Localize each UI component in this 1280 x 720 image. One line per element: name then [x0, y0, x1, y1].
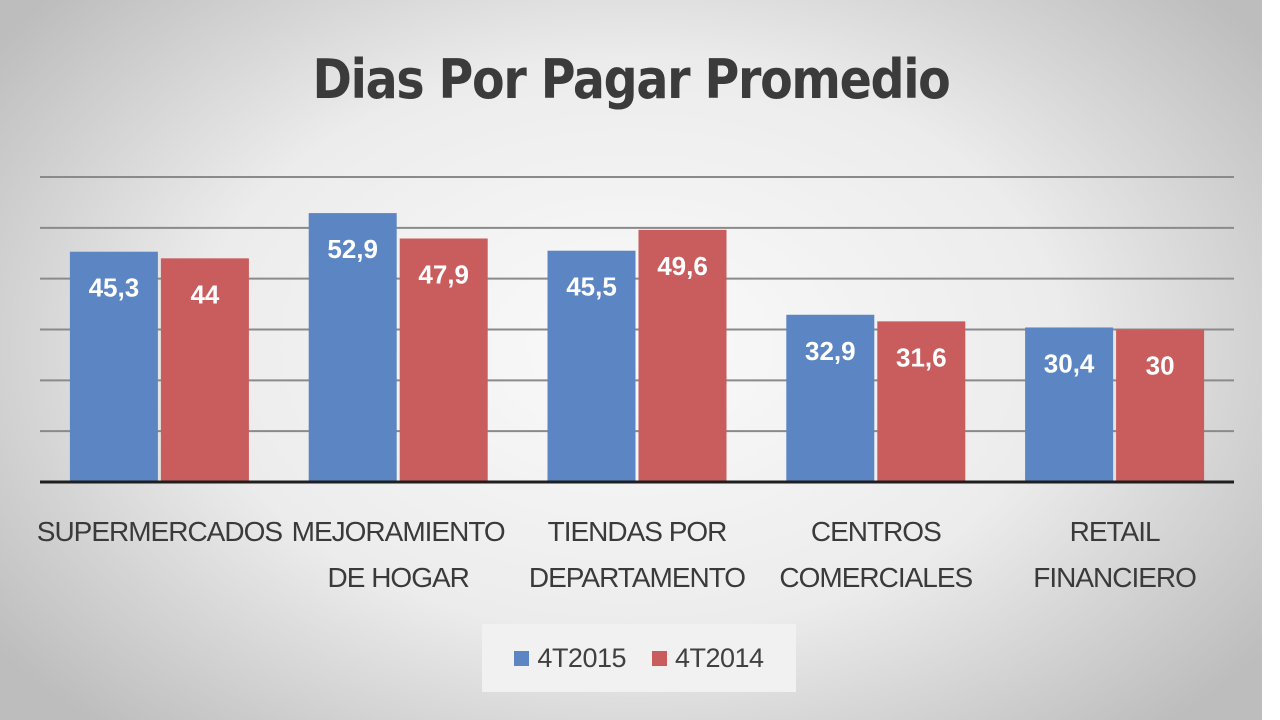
data-label: 45,3 — [89, 273, 140, 303]
data-label: 30,4 — [1044, 348, 1095, 378]
data-label: 30 — [1146, 351, 1175, 381]
bar-4T2014 — [160, 258, 249, 482]
category-label: RETAIL — [1070, 516, 1160, 547]
data-label: 47,9 — [418, 260, 469, 290]
bar-4T2015 — [308, 213, 397, 482]
category-label: SUPERMERCADOS — [37, 516, 283, 547]
data-label: 52,9 — [327, 234, 378, 264]
bar-4T2015 — [69, 251, 158, 482]
category-label: CENTROS — [811, 516, 941, 547]
data-label: 49,6 — [657, 251, 708, 281]
bar-4T2014 — [638, 229, 727, 482]
chart-title: Dias Por Pagar Promedio — [312, 48, 950, 111]
category-label: MEJORAMIENTO — [292, 516, 505, 547]
bar-4T2015 — [1025, 327, 1114, 482]
legend-item-4T2014: 4T2014 — [652, 643, 764, 674]
category-label: TIENDAS POR — [548, 516, 727, 547]
legend-item-4T2015: 4T2015 — [514, 643, 626, 674]
legend: 4T2015 4T2014 — [482, 624, 796, 692]
data-label: 45,5 — [566, 272, 617, 302]
data-label: 32,9 — [805, 336, 856, 366]
legend-label-4T2015: 4T2015 — [537, 642, 626, 673]
legend-swatch-4T2015 — [514, 650, 530, 666]
legend-swatch-4T2014 — [652, 650, 667, 666]
bar-4T2014 — [877, 321, 966, 482]
data-label: 44 — [190, 279, 219, 309]
category-label: DE HOGAR — [328, 562, 469, 593]
bar-4T2014 — [1116, 329, 1205, 482]
legend-label-4T2014: 4T2014 — [675, 642, 764, 673]
category-label: COMERCIALES — [779, 562, 972, 593]
data-label: 31,6 — [896, 342, 947, 372]
category-label: DEPARTAMENTO — [529, 562, 745, 593]
bar-4T2014 — [399, 238, 488, 482]
category-label: FINANCIERO — [1033, 562, 1196, 593]
bar-4T2015 — [786, 314, 875, 482]
bar-4T2015 — [547, 250, 636, 482]
frame-edge — [1262, 0, 1280, 720]
